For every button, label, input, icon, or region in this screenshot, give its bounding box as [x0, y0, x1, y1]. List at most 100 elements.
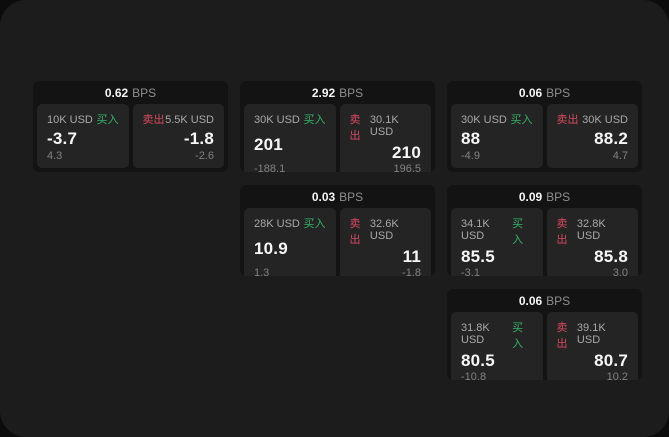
sell-sub-value: -1.8 [402, 267, 421, 276]
bps-header: 2.92 BPS [240, 81, 435, 104]
bps-value: 0.06 [518, 85, 543, 100]
buy-sub-value: -10.8 [461, 371, 487, 380]
sell-label: 卖出 [556, 114, 579, 126]
card-body: 30K USD 买入 88 -4.9 卖出 30K USD 88.2 4.7 [447, 104, 642, 172]
sell-label: 卖出 [349, 218, 361, 246]
buy-price: 10.9 [254, 239, 288, 258]
bps-header: 0.62 BPS [33, 81, 228, 104]
sell-panel-top: 卖出 32.8K USD [557, 215, 629, 247]
sell-sub-value: 10.2 [606, 371, 628, 380]
buy-panel[interactable]: 34.1K USD 买入 85.5 -3.1 [451, 208, 543, 276]
buy-amount: 30K USD [254, 114, 300, 126]
sell-amount: 30.1K USD [369, 114, 399, 138]
quote-card: 0.09 BPS 34.1K USD 买入 85.5 -3.1 卖出 32.8K… [447, 185, 642, 276]
card-body: 31.8K USD 买入 80.5 -10.8 卖出 39.1K USD 80.… [447, 312, 642, 380]
buy-panel-top: 28K USD 买入 [254, 215, 326, 231]
bps-header: 0.03 BPS [240, 185, 435, 208]
buy-amount: 31.8K USD [461, 322, 490, 346]
buy-panel-top: 10K USD 买入 [47, 111, 119, 127]
buy-sub-value: -4.9 [461, 150, 480, 162]
sell-sub-value: 4.7 [612, 150, 628, 162]
sell-panel-top: 卖出 5.5K USD [143, 111, 215, 127]
sell-sub-value: 3.0 [612, 267, 628, 276]
sell-label: 卖出 [556, 322, 568, 350]
sell-amount: 5.5K USD [165, 114, 214, 126]
buy-price: 85.5 [461, 247, 495, 266]
buy-price: 201 [254, 135, 283, 154]
bps-unit-label: BPS [339, 189, 364, 204]
buy-sub-value: 4.3 [47, 150, 63, 162]
card-body: 30K USD 买入 201 -188.1 卖出 30.1K USD 210 1… [240, 104, 435, 172]
buy-sub-value: -188.1 [254, 163, 286, 172]
bps-header: 0.06 BPS [447, 289, 642, 312]
buy-panel[interactable]: 30K USD 买入 201 -188.1 [244, 104, 336, 172]
bps-value: 2.92 [311, 85, 336, 100]
sell-panel-top: 卖出 30.1K USD [350, 111, 422, 143]
quote-card: 0.06 BPS 31.8K USD 买入 80.5 -10.8 卖出 39.1… [447, 289, 642, 380]
bps-header: 0.09 BPS [447, 185, 642, 208]
sell-amount: 32.6K USD [369, 218, 399, 242]
sell-price: 85.8 [594, 247, 628, 266]
buy-label: 买入 [512, 322, 524, 350]
buy-label: 买入 [510, 114, 533, 126]
sell-panel-top: 卖出 30K USD [557, 111, 629, 127]
sell-price: 80.7 [594, 351, 628, 370]
bps-value: 0.03 [311, 189, 336, 204]
sell-sub-value: -2.6 [195, 150, 214, 162]
bps-value: 0.06 [518, 293, 543, 308]
buy-price: -3.7 [47, 128, 78, 148]
bps-header: 0.06 BPS [447, 81, 642, 104]
sell-amount: 32.8K USD [576, 218, 606, 242]
sell-price: 210 [392, 143, 421, 162]
sell-amount: 39.1K USD [576, 322, 606, 346]
buy-label: 买入 [303, 114, 326, 126]
sell-label: 卖出 [349, 114, 361, 142]
buy-sub-value: -3.1 [461, 267, 480, 276]
sell-panel[interactable]: 卖出 5.5K USD -1.8 -2.6 [132, 104, 224, 168]
bps-unit-label: BPS [546, 189, 571, 204]
card-body: 34.1K USD 买入 85.5 -3.1 卖出 32.8K USD 85.8… [447, 208, 642, 276]
buy-panel[interactable]: 10K USD 买入 -3.7 4.3 [37, 104, 129, 168]
bps-value: 0.62 [104, 85, 129, 100]
buy-amount: 34.1K USD [461, 218, 490, 242]
sell-price: -1.8 [183, 128, 214, 148]
bps-unit-label: BPS [546, 85, 571, 100]
sell-price: 88.2 [594, 128, 628, 148]
quote-card: 0.62 BPS 10K USD 买入 -3.7 4.3 卖出 5.5K USD [33, 81, 228, 172]
buy-amount: 28K USD [254, 218, 300, 230]
buy-amount: 10K USD [47, 114, 93, 126]
buy-panel[interactable]: 30K USD 买入 88 -4.9 [451, 104, 543, 168]
bps-value: 0.09 [518, 189, 543, 204]
buy-panel-top: 30K USD 买入 [254, 111, 326, 127]
buy-panel-top: 31.8K USD 买入 [461, 319, 533, 351]
sell-sub-value: 196.5 [393, 163, 421, 172]
bps-unit-label: BPS [132, 85, 157, 100]
bps-unit-label: BPS [339, 85, 364, 100]
quote-card: 0.03 BPS 28K USD 买入 10.9 1.3 卖出 32.6K US… [240, 185, 435, 276]
sell-price: 11 [402, 247, 421, 266]
sell-panel-top: 卖出 32.6K USD [350, 215, 422, 247]
quote-card: 2.92 BPS 30K USD 买入 201 -188.1 卖出 30.1K … [240, 81, 435, 172]
buy-panel-top: 34.1K USD 买入 [461, 215, 533, 247]
sell-label: 卖出 [556, 218, 568, 246]
buy-panel[interactable]: 31.8K USD 买入 80.5 -10.8 [451, 312, 543, 380]
buy-amount: 30K USD [461, 114, 507, 126]
sell-panel[interactable]: 卖出 30.1K USD 210 196.5 [339, 104, 431, 172]
card-body: 28K USD 买入 10.9 1.3 卖出 32.6K USD 11 -1.8 [240, 208, 435, 276]
buy-price: 80.5 [461, 351, 495, 370]
sell-panel[interactable]: 卖出 39.1K USD 80.7 10.2 [546, 312, 638, 380]
buy-sub-value: 1.3 [254, 267, 270, 276]
buy-label: 买入 [96, 114, 119, 126]
buy-panel[interactable]: 28K USD 买入 10.9 1.3 [244, 208, 336, 276]
buy-label: 买入 [303, 218, 326, 230]
sell-panel[interactable]: 卖出 32.8K USD 85.8 3.0 [546, 208, 638, 276]
buy-label: 买入 [512, 218, 524, 246]
bps-unit-label: BPS [546, 293, 571, 308]
sell-panel[interactable]: 卖出 32.6K USD 11 -1.8 [339, 208, 431, 276]
card-body: 10K USD 买入 -3.7 4.3 卖出 5.5K USD -1.8 -2.… [33, 104, 228, 172]
sell-label: 卖出 [142, 114, 165, 126]
buy-panel-top: 30K USD 买入 [461, 111, 533, 127]
sell-panel[interactable]: 卖出 30K USD 88.2 4.7 [546, 104, 638, 168]
sell-amount: 30K USD [582, 114, 628, 126]
